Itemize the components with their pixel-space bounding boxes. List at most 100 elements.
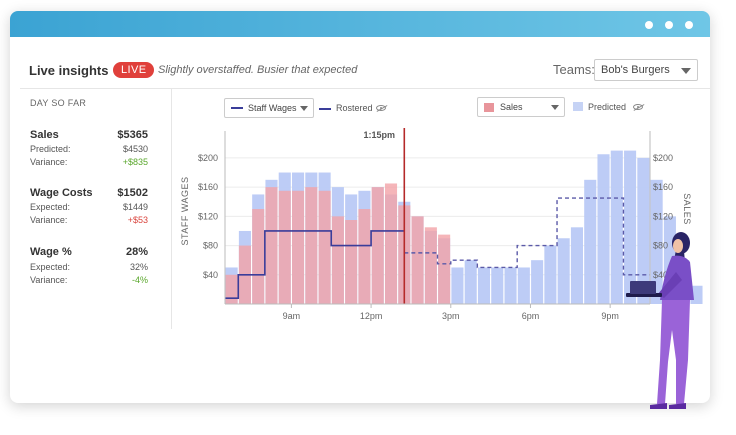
window-dot-icon[interactable] [685, 21, 693, 29]
sales-bar [225, 274, 238, 304]
wage-costs-row: Wage Costs $1502 [30, 187, 148, 199]
predicted-bar [557, 238, 570, 304]
wage-percent-expected-value: 32% [129, 262, 148, 272]
wage-percent-expected-label: Expected: [30, 262, 71, 272]
sales-bar [278, 190, 291, 304]
y-tick-label-left: $160 [198, 182, 218, 192]
y-tick-label-left: $80 [203, 241, 218, 251]
predicted-bar [451, 267, 464, 304]
sales-predicted-value: $4530 [122, 144, 148, 154]
wage-costs-value: $1502 [117, 187, 148, 199]
wage-percent-variance-value: -4% [131, 275, 148, 285]
y-tick-label-left: $120 [198, 211, 218, 221]
sales-variance-label: Variance: [30, 157, 68, 167]
chevron-down-icon [681, 68, 691, 74]
window-dot-icon[interactable] [665, 21, 673, 29]
wage-percent-row: Wage % 28% [30, 246, 148, 258]
teams-label: Teams: [553, 62, 595, 77]
sales-series-label: Sales [500, 102, 523, 112]
y-tick-label-left: $200 [198, 153, 218, 163]
predicted-bar [650, 179, 663, 304]
rostered-label: Rostered [336, 103, 373, 113]
x-tick-label: 9am [283, 311, 301, 321]
sales-bar [292, 190, 305, 304]
y-tick-label-left: $40 [203, 270, 218, 280]
predicted-bar [637, 157, 650, 304]
y-axis-left-label: STAFF WAGES [180, 176, 190, 245]
sales-bar [371, 187, 384, 304]
y-axis-right-label: SALES [682, 193, 692, 225]
dashed-line-icon [319, 108, 331, 110]
wage-costs-label: Wage Costs [30, 187, 93, 199]
predicted-bar [610, 150, 623, 304]
live-badge: LIVE [113, 62, 155, 78]
sales-row: Sales $5365 [30, 129, 148, 141]
predicted-bar [464, 260, 477, 304]
sales-bar [252, 209, 265, 304]
y-tick-label-right: $160 [653, 182, 673, 192]
wage-variance-value: +$53 [127, 215, 148, 225]
wage-percent-variance-row: Variance: -4% [30, 275, 148, 285]
wages-series-select[interactable]: Staff Wages [224, 98, 314, 118]
predicted-bar [624, 150, 637, 304]
sales-bar [345, 220, 358, 304]
wage-percent-value: 28% [125, 246, 148, 258]
sales-predicted-row: Predicted: $4530 [30, 144, 148, 154]
predicted-bar [477, 267, 491, 304]
sales-bar [384, 183, 398, 304]
app-window: Live insights LIVE Slightly overstaffed.… [10, 11, 710, 403]
predicted-bar [544, 245, 557, 304]
wage-expected-row: Expected: $1449 [30, 202, 148, 212]
y-tick-label-right: $40 [653, 270, 668, 280]
status-message: Slightly overstaffed. Busier that expect… [158, 64, 358, 76]
y-tick-label-right: $120 [653, 211, 673, 221]
eye-hidden-icon[interactable] [633, 104, 643, 110]
sales-bar [438, 234, 451, 304]
x-tick-label: 12pm [360, 311, 383, 321]
eye-hidden-icon[interactable] [376, 105, 386, 111]
sales-bar [318, 190, 331, 304]
sales-bar [305, 187, 318, 304]
y-tick-label-right: $200 [653, 153, 673, 163]
current-time-label: 1:15pm [364, 130, 396, 140]
wage-variance-row: Variance: +$53 [30, 215, 148, 225]
sales-variance-row: Variance: +$835 [30, 157, 148, 167]
sidebar-heading: DAY SO FAR [30, 98, 87, 108]
chevron-down-icon [551, 105, 559, 110]
sales-predicted-label: Predicted: [30, 144, 71, 154]
predicted-bar [597, 154, 610, 304]
wage-percent-expected-row: Expected: 32% [30, 262, 148, 272]
wage-expected-value: $1449 [122, 202, 148, 212]
rostered-line [404, 197, 650, 276]
predicted-bar [491, 267, 504, 304]
predicted-bar [517, 267, 530, 304]
title-bar [10, 11, 710, 37]
predicted-bar [584, 179, 597, 304]
team-select[interactable]: Bob's Burgers [594, 59, 698, 81]
wages-series-label: Staff Wages [248, 103, 297, 113]
x-tick-label: 9pm [601, 311, 619, 321]
wage-variance-label: Variance: [30, 215, 68, 225]
day-summary-sidebar: DAY SO FAR Sales $5365 Predicted: $4530 … [10, 89, 172, 329]
x-tick-label: 6pm [522, 311, 540, 321]
sales-bar [331, 216, 344, 304]
header-divider [20, 88, 710, 89]
wage-expected-label: Expected: [30, 202, 71, 212]
sales-variance-value: +$835 [122, 157, 148, 167]
predicted-bar [531, 260, 544, 304]
sales-bar [265, 187, 278, 304]
window-dot-icon[interactable] [645, 21, 653, 29]
x-tick-label: 3pm [442, 311, 460, 321]
sales-swatch-icon [484, 103, 494, 112]
sales-value: $5365 [117, 129, 148, 141]
sales-series-select[interactable]: Sales [477, 97, 565, 117]
predicted-bar [504, 267, 517, 304]
predicted-bar [570, 227, 583, 304]
y-tick-label-right: $80 [653, 241, 668, 251]
sales-bar [358, 209, 371, 304]
sales-label: Sales [30, 129, 59, 141]
insights-chart: $40 $80 $120 $160 $200 $40 $80 $120 $160 $200 9am 1… [180, 128, 703, 321]
predicted-label: Predicted [588, 102, 627, 112]
chevron-down-icon [300, 106, 308, 111]
